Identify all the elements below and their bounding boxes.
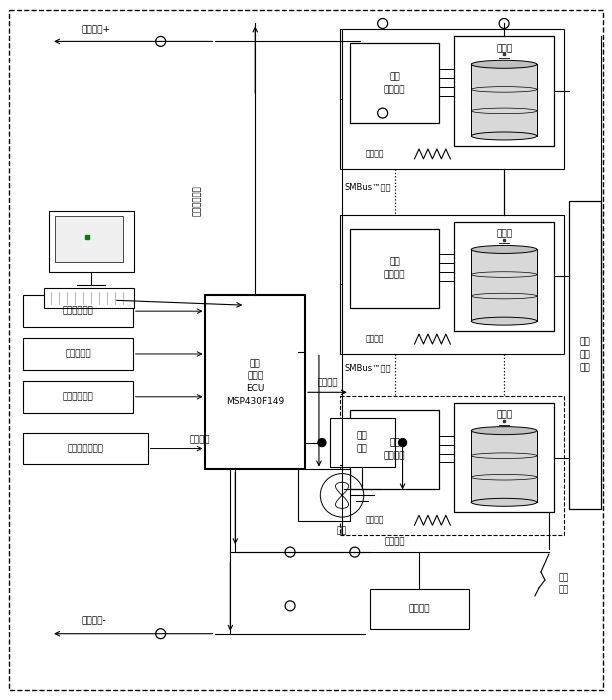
Text: 电池开关-: 电池开关- (81, 616, 106, 625)
Text: 外置实时钟时: 外置实时钟时 (62, 307, 94, 316)
Bar (23, 381, 133, 413)
Text: 电压
采集模块: 电压 采集模块 (384, 73, 405, 94)
Text: 数据通信: 数据通信 (190, 435, 211, 444)
Text: 电压
采集模块: 电压 采集模块 (384, 439, 405, 461)
Bar (350, 229, 439, 308)
Bar (454, 222, 554, 331)
Bar (23, 295, 133, 327)
Text: 电池组: 电池组 (496, 44, 512, 53)
Text: 温度采集: 温度采集 (365, 335, 384, 344)
Bar (471, 430, 537, 503)
Bar (370, 589, 469, 629)
Bar (44, 288, 134, 308)
Text: 电池
温度
采集: 电池 温度 采集 (580, 337, 590, 372)
Ellipse shape (471, 60, 537, 69)
Bar (298, 470, 350, 522)
Bar (350, 410, 439, 489)
Text: 故障
检测: 故障 检测 (357, 432, 368, 454)
Text: 电池开关+: 电池开关+ (81, 25, 110, 34)
Bar (206, 295, 305, 470)
Ellipse shape (471, 427, 537, 435)
Bar (330, 418, 395, 468)
Text: 电池组: 电池组 (496, 229, 512, 238)
Text: 看门狗电路: 看门狗电路 (65, 349, 91, 358)
Bar (23, 338, 133, 370)
Text: 外置铁电存储器: 外置铁电存储器 (67, 444, 103, 453)
Bar (569, 201, 600, 510)
Text: 风扇: 风扇 (337, 526, 347, 536)
Bar (23, 433, 147, 465)
Text: 电池组: 电池组 (496, 410, 512, 419)
Bar (454, 402, 554, 512)
Text: 输出
保险: 输出 保险 (559, 573, 569, 594)
Circle shape (398, 439, 406, 447)
Bar (350, 43, 439, 123)
Text: 中央
处理器
ECU
MSP430F149: 中央 处理器 ECU MSP430F149 (226, 359, 285, 405)
Text: SMBus™通信: SMBus™通信 (345, 363, 391, 372)
Bar (471, 249, 537, 321)
Ellipse shape (471, 317, 537, 325)
Bar (340, 29, 564, 169)
Ellipse shape (471, 246, 537, 253)
Text: 温度采集: 温度采集 (365, 149, 384, 158)
Text: 电源监测电路: 电源监测电路 (62, 392, 94, 401)
Bar (454, 36, 554, 146)
Ellipse shape (471, 498, 537, 506)
Text: 隔离通信: 隔离通信 (317, 378, 338, 387)
Bar (471, 64, 537, 136)
Text: 电池输出控制: 电池输出控制 (193, 186, 202, 216)
Text: SMBus™通信: SMBus™通信 (345, 182, 391, 191)
Text: 电压
采集模块: 电压 采集模块 (384, 258, 405, 279)
Text: 温度采集: 温度采集 (365, 516, 384, 525)
Bar (49, 211, 134, 272)
Ellipse shape (471, 132, 537, 140)
Circle shape (318, 439, 326, 447)
Text: 电流检测: 电流检测 (409, 604, 430, 613)
Bar (340, 215, 564, 354)
Bar (340, 395, 564, 536)
Bar (55, 216, 123, 262)
Text: 电流采集: 电流采集 (384, 538, 405, 547)
